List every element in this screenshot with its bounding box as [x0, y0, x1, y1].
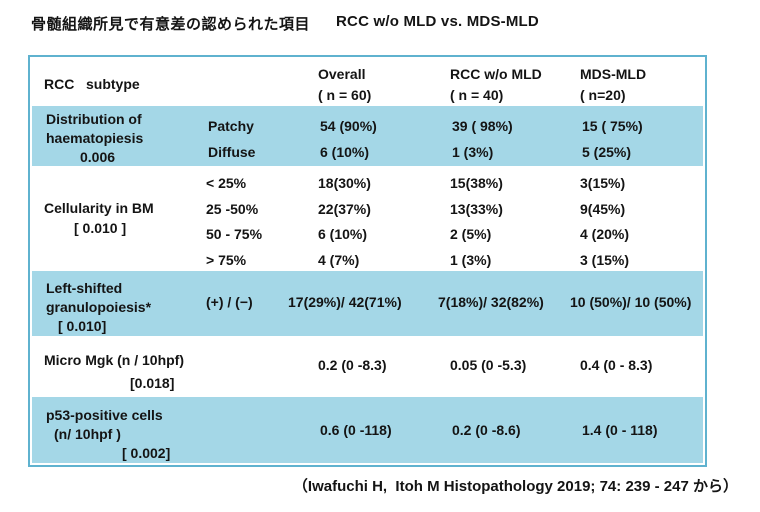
p-value: [ 0.002]: [122, 445, 171, 461]
header-overall-line2: ( n = 60): [318, 87, 372, 103]
overall-cell: 17(29%)/ 42(71%): [288, 294, 436, 314]
subcategory: Patchy: [208, 118, 254, 134]
subcategory: 50 - 75%: [206, 226, 263, 242]
table-row-distribution: Distribution of haematopiesis 0.006 Patc…: [32, 106, 703, 166]
value: 4 (20%): [580, 226, 630, 242]
value: 54 (90%): [320, 118, 377, 134]
row-label-line: haematopiesis: [46, 130, 144, 146]
value: 13(33%): [450, 200, 503, 217]
value: 15 ( 75%): [582, 118, 643, 134]
row-label-cell: Distribution of haematopiesis 0.006: [32, 106, 204, 166]
p-value: [0.018]: [130, 375, 175, 391]
row-label-line: Cellularity in BM: [44, 199, 154, 216]
table-row-cellularity: Cellularity in BM [ 0.010 ] < 25% 25 -50…: [30, 166, 705, 269]
row-label-cell: Micro Mgk (n / 10hpf) [0.018]: [30, 336, 302, 395]
header-subtype: RCC subtype: [44, 76, 140, 92]
subcategory-cell: Patchy Diffuse: [204, 106, 304, 166]
subcategory-cell: (+) / (−): [204, 294, 288, 314]
value: 7(18%)/ 32(82%): [438, 293, 544, 310]
row-label-line: Micro Mgk (n / 10hpf): [44, 352, 184, 368]
rcc-wo-mld-cell: 7(18%)/ 32(82%): [436, 294, 568, 314]
row-label-cell: p53-positive cells (n/ 10hpf ) [ 0.002]: [32, 397, 304, 463]
mds-mld-cell: 15 ( 75%) 5 (25%): [570, 106, 703, 166]
subcategory: 25 -50%: [206, 200, 259, 217]
value: 6 (10%): [318, 226, 368, 242]
overall-cell: 0.6 (0 -118): [304, 422, 440, 438]
p-value: [ 0.010]: [58, 318, 107, 334]
row-label-cell: Left-shifted granulopoiesis* [ 0.010]: [32, 271, 204, 336]
row-label-line: (n/ 10hpf ): [54, 426, 121, 442]
table-row-left-shifted-granulopoiesis: Left-shifted granulopoiesis* [ 0.010] (+…: [32, 271, 703, 336]
results-table: RCC subtype Overall ( n = 60) RCC w/o ML…: [28, 55, 707, 467]
value: 0.4 (0 - 8.3): [580, 356, 653, 373]
value: 0.6 (0 -118): [320, 422, 392, 438]
value: 0.05 (0 -5.3): [450, 356, 527, 373]
subcategory: > 75%: [206, 251, 247, 268]
rcc-wo-mld-cell: 15(38%) 13(33%) 2 (5%) 1 (3%): [438, 166, 568, 269]
subcategory: Diffuse: [208, 144, 256, 160]
value: 9(45%): [580, 200, 626, 217]
header-spacer: [202, 57, 302, 104]
value: 4 (7%): [318, 251, 360, 268]
header-overall-line1: Overall: [318, 66, 366, 82]
mds-mld-cell: 3(15%) 9(45%) 4 (20%) 3 (15%): [568, 166, 705, 269]
citation: （Iwafuchi H, Itoh M Histopathology 2019;…: [292, 478, 738, 495]
rcc-wo-mld-cell: 0.05 (0 -5.3): [438, 357, 568, 375]
overall-cell: 0.2 (0 -8.3): [302, 357, 438, 375]
value: 2 (5%): [450, 226, 492, 242]
table-row-p53-positive-cells: p53-positive cells (n/ 10hpf ) [ 0.002] …: [32, 397, 703, 463]
row-label-line: p53-positive cells: [46, 407, 163, 423]
value: 3(15%): [580, 175, 626, 191]
header-mds-line1: MDS-MLD: [580, 66, 647, 82]
header-mds-line2: ( n=20): [580, 87, 626, 103]
table-row-micro-mgk: Micro Mgk (n / 10hpf) [0.018] 0.2 (0 -8.…: [30, 336, 705, 395]
value: 1 (3%): [452, 144, 494, 160]
value: 1 (3%): [450, 251, 492, 268]
header-rcc-line1: RCC w/o MLD: [450, 66, 542, 82]
value: 22(37%): [318, 200, 371, 217]
overall-cell: 54 (90%) 6 (10%): [304, 106, 440, 166]
value: 1.4 (0 - 118): [582, 422, 658, 438]
rcc-wo-mld-cell: 39 ( 98%) 1 (3%): [440, 106, 570, 166]
row-label-line: Distribution of: [46, 111, 142, 127]
mds-mld-cell: 10 (50%)/ 10 (50%): [568, 294, 703, 314]
slide-title-comparison: RCC w/o MLD vs. MDS-MLD: [336, 13, 539, 30]
slide-title-japanese: 骨髄組織所見で有意差の認められた項目: [31, 16, 311, 33]
value: 10 (50%)/ 10 (50%): [570, 293, 692, 310]
p-value: 0.006: [80, 149, 116, 165]
table-header-row: RCC subtype Overall ( n = 60) RCC w/o ML…: [30, 57, 705, 104]
value: 0.2 (0 -8.3): [318, 356, 387, 373]
value: 18(30%): [318, 175, 371, 191]
value: 15(38%): [450, 175, 503, 191]
rcc-wo-mld-cell: 0.2 (0 -8.6): [440, 422, 570, 438]
p-value: [ 0.010 ]: [74, 219, 127, 236]
value: 17(29%)/ 42(71%): [288, 293, 402, 310]
row-label-cell: Cellularity in BM [ 0.010 ]: [30, 166, 202, 269]
row-label-line: granulopoiesis*: [46, 299, 152, 315]
header-mds-mld: MDS-MLD ( n=20): [568, 57, 705, 104]
header-rcc-line2: ( n = 40): [450, 87, 504, 103]
value: 39 ( 98%): [452, 118, 513, 134]
mds-mld-cell: 0.4 (0 - 8.3): [568, 357, 705, 375]
slide-title: 骨髄組織所見で有意差の認められた項目 RCC w/o MLD vs. MDS-M…: [31, 13, 539, 34]
subcategory: < 25%: [206, 175, 247, 191]
subcategory-cell: < 25% 25 -50% 50 - 75% > 75%: [202, 166, 302, 269]
subcategory: (+) / (−): [206, 293, 253, 310]
value: 6 (10%): [320, 144, 370, 160]
row-label-line: Left-shifted: [46, 280, 123, 296]
overall-cell: 18(30%) 22(37%) 6 (10%) 4 (7%): [302, 166, 438, 269]
header-rcc-wo-mld: RCC w/o MLD ( n = 40): [438, 57, 568, 104]
header-overall: Overall ( n = 60): [302, 57, 438, 104]
mds-mld-cell: 1.4 (0 - 118): [570, 422, 703, 438]
value: 5 (25%): [582, 144, 632, 160]
value: 3 (15%): [580, 251, 630, 268]
value: 0.2 (0 -8.6): [452, 422, 521, 438]
